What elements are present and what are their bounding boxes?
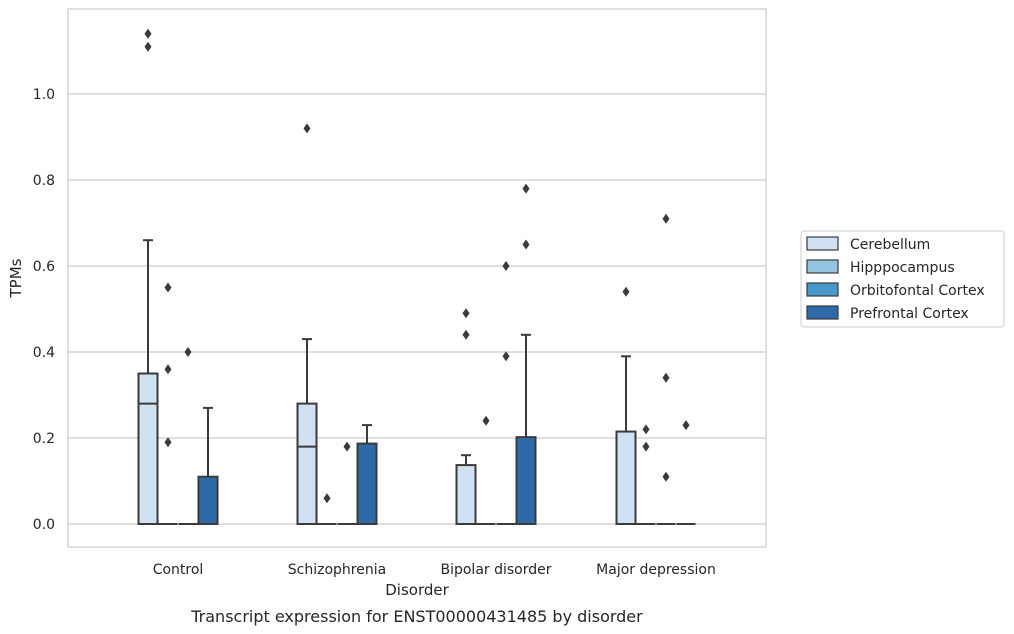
- box-body: [356, 442, 378, 525]
- outlier-point: [482, 415, 490, 426]
- legend-label: Cerebellum: [850, 237, 930, 253]
- outlier-point: [662, 471, 670, 482]
- outlier-point: [144, 28, 152, 39]
- legend-swatch: [806, 236, 839, 251]
- outlier-point: [164, 364, 172, 375]
- box-cerebellum: [455, 454, 477, 525]
- y-tick-labels: 0.0 0.2 0.4 0.6 0.8 1.0: [33, 87, 55, 533]
- x-tick-label: Major depression: [596, 562, 716, 578]
- outlier-point: [522, 183, 530, 194]
- x-tick-labels: Control Schizophrenia Bipolar disorder Majo…: [153, 562, 716, 578]
- outlier-point: [462, 329, 470, 340]
- outlier-point: [303, 123, 311, 134]
- outlier-points: [144, 28, 690, 504]
- box-prefrontal-cortex: [197, 406, 219, 526]
- chart-caption: Transcript expression for ENST0000043148…: [190, 607, 643, 626]
- box-body: [197, 475, 219, 526]
- box-body: [515, 436, 537, 526]
- legend-swatch: [806, 259, 839, 274]
- x-axis-label: Disorder: [385, 581, 449, 599]
- outlier-point: [343, 441, 351, 452]
- outlier-point: [184, 347, 192, 357]
- box-prefrontal-cortex: [515, 333, 537, 526]
- outlier-point: [642, 441, 650, 452]
- y-tick-label: 1.0: [33, 87, 55, 103]
- y-tick-label: 0.0: [33, 517, 55, 533]
- legend-frame: [800, 230, 1005, 328]
- outlier-point: [164, 282, 172, 293]
- box-cerebellum: [296, 338, 318, 526]
- x-tick-label: Control: [153, 562, 204, 578]
- outlier-point: [323, 493, 331, 504]
- box-prefrontal-cortex: [356, 424, 378, 525]
- outlier-point: [462, 308, 470, 319]
- legend-swatch: [806, 282, 839, 297]
- box-cerebellum: [615, 355, 637, 525]
- outlier-point: [642, 424, 650, 435]
- box-body: [615, 430, 637, 525]
- legend-label: Orbitofontal Cortex: [850, 283, 985, 299]
- outlier-point: [144, 41, 152, 52]
- outlier-point: [662, 213, 670, 224]
- grid-lines: [68, 93, 766, 525]
- legend-label: Prefrontal Cortex: [850, 306, 969, 322]
- y-tick-label: 0.2: [33, 431, 55, 447]
- box-body: [296, 402, 318, 526]
- box-cerebellum: [137, 239, 159, 525]
- legend-label: Hipppocampus: [850, 260, 955, 276]
- outlier-point: [622, 286, 630, 297]
- outlier-point: [502, 261, 510, 271]
- outlier-point: [662, 372, 670, 383]
- plot-frame: [67, 8, 767, 548]
- legend-swatch: [806, 305, 839, 320]
- box-body: [455, 464, 477, 525]
- legend: Cerebellum Hipppocampus Orbitofontal Corte…: [800, 230, 1005, 328]
- y-axis-label: TPMs: [7, 258, 25, 298]
- outlier-point: [164, 437, 172, 448]
- box-plots: [137, 239, 696, 526]
- y-tick-label: 0.8: [33, 173, 55, 189]
- x-tick-label: Schizophrenia: [288, 562, 386, 578]
- outlier-point: [522, 239, 530, 250]
- y-tick-label: 0.4: [33, 345, 55, 361]
- y-tick-label: 0.6: [33, 259, 55, 275]
- outlier-point: [682, 420, 690, 431]
- x-tick-label: Bipolar disorder: [440, 562, 551, 578]
- box-body: [137, 372, 159, 525]
- outlier-point: [502, 351, 510, 362]
